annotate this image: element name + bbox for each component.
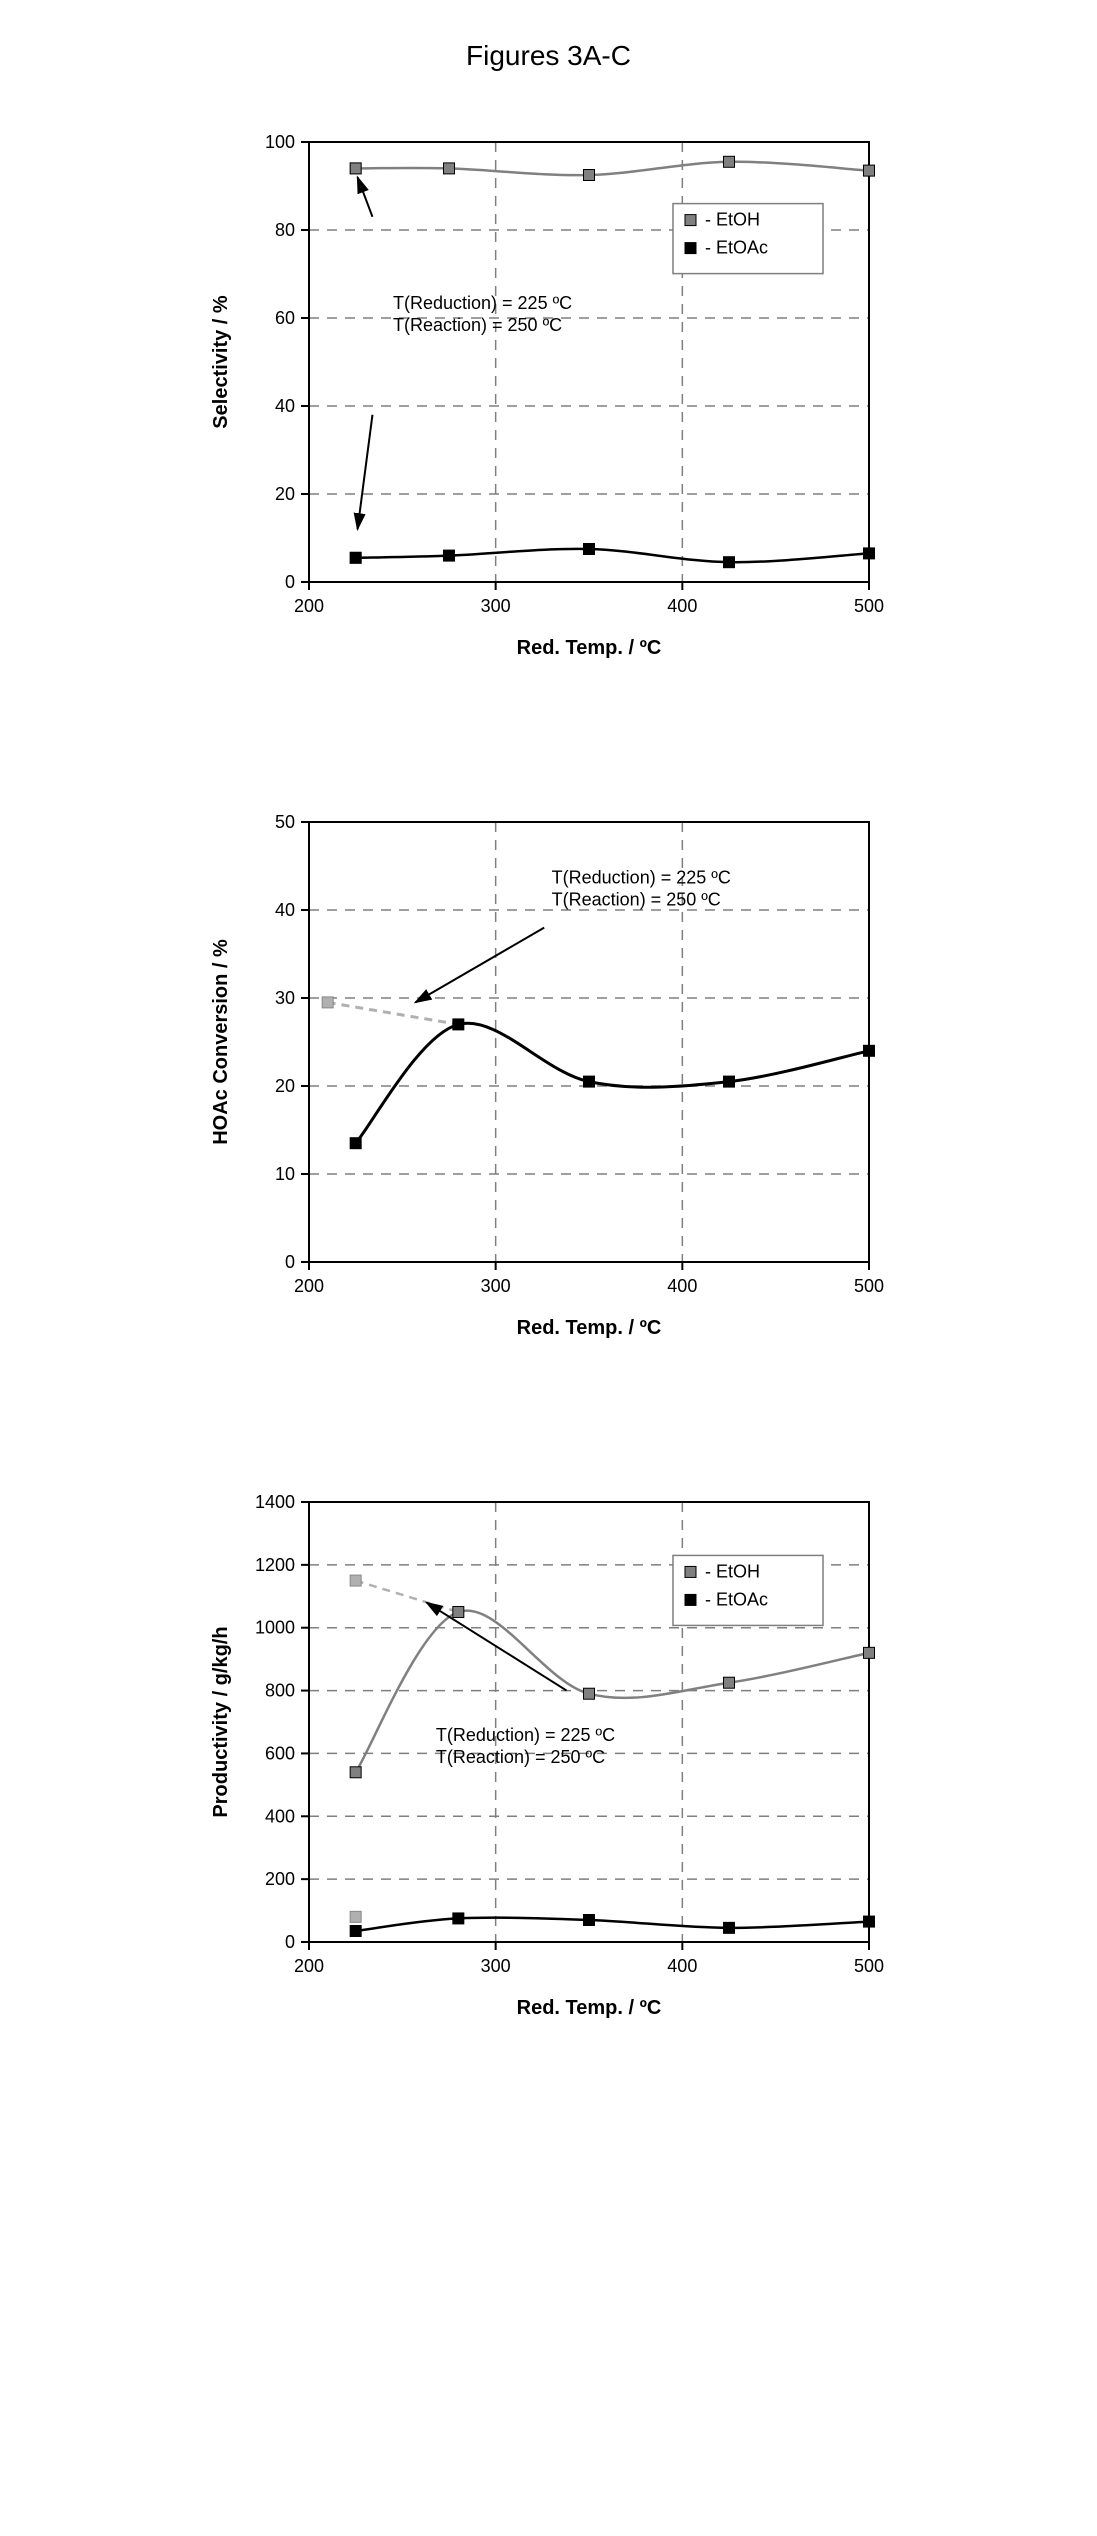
y-tick-label: 100 [264, 132, 294, 152]
data-marker [863, 165, 874, 176]
y-tick-label: 60 [274, 308, 294, 328]
y-tick-label: 0 [284, 572, 294, 592]
y-axis-label: Selectivity / % [210, 295, 232, 429]
data-marker [723, 1076, 734, 1087]
legend-label: - EtOH [705, 1561, 760, 1581]
x-axis-label: Red. Temp. / ºC [516, 1317, 661, 1339]
legend-marker [685, 1566, 696, 1577]
data-marker [452, 1019, 463, 1030]
data-marker [583, 544, 594, 555]
chart-c: 200 300 400 500 0 200 400 600 800 1000 1200 1400 Red… [199, 1472, 899, 2032]
x-tick-label: 400 [667, 1276, 697, 1296]
ghost-marker [350, 1911, 361, 1922]
chart-a: 200 300 400 500 0 20 40 60 80 100 Red. Temp. / ºC S… [199, 112, 899, 672]
data-marker [863, 548, 874, 559]
legend-label: - EtOH [705, 210, 760, 230]
data-marker [863, 1647, 874, 1658]
data-marker [350, 1138, 361, 1149]
ghost-marker [350, 1575, 361, 1586]
x-tick-label: 200 [293, 1956, 323, 1976]
data-marker [583, 1688, 594, 1699]
y-tick-label: 20 [274, 1076, 294, 1096]
annotation-arrow [357, 177, 372, 217]
annotation-text: T(Reaction) = 250 ºC [393, 315, 562, 335]
data-marker [350, 552, 361, 563]
page-title: Figures 3A-C [466, 40, 631, 72]
y-tick-label: 10 [274, 1164, 294, 1184]
legend-label: - EtOAc [705, 1589, 768, 1609]
data-marker [583, 1915, 594, 1926]
data-marker [723, 557, 734, 568]
annotation-text: T(Reaction) = 250 ºC [435, 1747, 604, 1767]
data-marker [443, 163, 454, 174]
y-tick-label: 800 [264, 1681, 294, 1701]
series-line [355, 1918, 868, 1931]
x-tick-label: 500 [853, 1276, 883, 1296]
y-tick-label: 200 [264, 1869, 294, 1889]
annotation-text: T(Reduction) = 225 ºC [393, 293, 572, 313]
data-marker [583, 1076, 594, 1087]
data-marker [350, 163, 361, 174]
y-tick-label: 80 [274, 220, 294, 240]
annotation-arrow [426, 1603, 566, 1691]
y-tick-label: 40 [274, 396, 294, 416]
x-tick-label: 300 [480, 1956, 510, 1976]
data-marker [863, 1045, 874, 1056]
series-line [355, 1611, 868, 1773]
y-tick-label: 1200 [254, 1555, 294, 1575]
y-tick-label: 0 [284, 1252, 294, 1272]
y-tick-label: 40 [274, 900, 294, 920]
data-marker [723, 156, 734, 167]
data-marker [863, 1916, 874, 1927]
data-marker [723, 1677, 734, 1688]
x-tick-label: 300 [480, 596, 510, 616]
data-marker [452, 1607, 463, 1618]
annotation-text: T(Reaction) = 250 ºC [551, 890, 720, 910]
legend-marker [685, 1594, 696, 1605]
x-tick-label: 500 [853, 596, 883, 616]
chart-b: 200 300 400 500 0 10 20 30 40 50 Red. Temp. / ºC HO… [199, 792, 899, 1352]
x-tick-label: 500 [853, 1956, 883, 1976]
series-line [355, 1023, 868, 1143]
data-marker [350, 1926, 361, 1937]
x-tick-label: 200 [293, 1276, 323, 1296]
data-marker [350, 1767, 361, 1778]
x-tick-label: 200 [293, 596, 323, 616]
y-tick-label: 1400 [254, 1492, 294, 1512]
data-marker [452, 1913, 463, 1924]
x-axis-label: Red. Temp. / ºC [516, 637, 661, 659]
y-tick-label: 1000 [254, 1618, 294, 1638]
annotation-text: T(Reduction) = 225 ºC [551, 868, 730, 888]
x-tick-label: 300 [480, 1276, 510, 1296]
y-tick-label: 30 [274, 988, 294, 1008]
data-marker [583, 170, 594, 181]
data-marker [723, 1922, 734, 1933]
y-tick-label: 20 [274, 484, 294, 504]
legend-label: - EtOAc [705, 238, 768, 258]
annotation-arrow [357, 415, 372, 529]
x-axis-label: Red. Temp. / ºC [516, 1997, 661, 2019]
x-tick-label: 400 [667, 596, 697, 616]
y-tick-label: 600 [264, 1743, 294, 1763]
y-tick-label: 400 [264, 1806, 294, 1826]
annotation-text: T(Reduction) = 225 ºC [435, 1725, 614, 1745]
data-marker [443, 550, 454, 561]
y-tick-label: 0 [284, 1932, 294, 1952]
series-line [355, 162, 868, 175]
legend-marker [685, 243, 696, 254]
y-axis-label: HOAc Conversion / % [210, 939, 232, 1145]
x-tick-label: 400 [667, 1956, 697, 1976]
legend-marker [685, 215, 696, 226]
y-tick-label: 50 [274, 812, 294, 832]
ghost-marker [322, 997, 333, 1008]
annotation-arrow [415, 928, 544, 1003]
series-line [355, 549, 868, 562]
y-axis-label: Productivity / g/kg/h [210, 1626, 232, 1817]
